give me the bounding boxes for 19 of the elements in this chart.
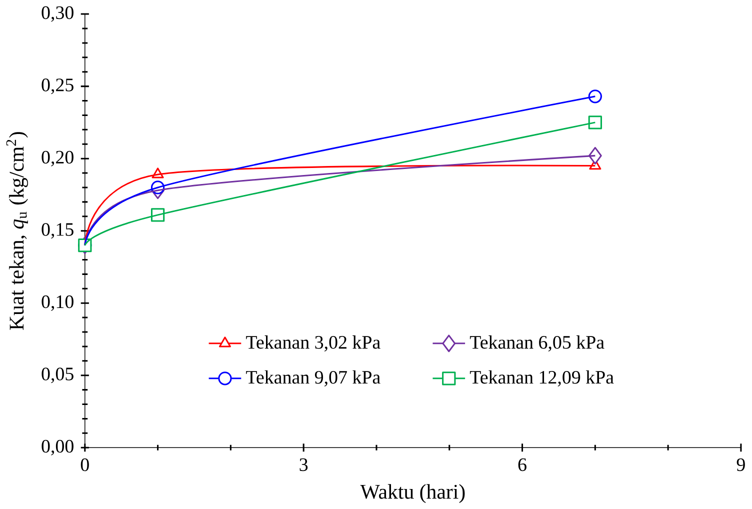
y-tick-label: 0,20 [42, 150, 74, 166]
y-axis-title: Kuat tekan, q$_{u}$ (kg/cm$^{2}$) [6, 132, 28, 330]
x-tick-label: 0 [80, 458, 89, 471]
y-tick-label: 0,30 [42, 6, 74, 22]
y-tick-label: 0,10 [42, 295, 74, 311]
x-axis-title: Waktu (hari) [360, 484, 465, 503]
y-tick-label: 0,00 [42, 440, 74, 456]
x-tick-label: 9 [736, 458, 745, 471]
legend-label: Tekanan 3,02 kPa [246, 335, 380, 352]
legend-label: Tekanan 6,05 kPa [470, 335, 604, 352]
x-tick-label: 3 [300, 458, 308, 471]
point [588, 89, 602, 104]
x-tick-label: 6 [518, 458, 526, 471]
y-tick-label: 0,05 [42, 367, 74, 383]
y-tick-label: 0,25 [42, 78, 74, 94]
legend-label: Tekanan 9,07 kPa [246, 370, 380, 386]
point [588, 115, 602, 130]
y-tick-label: 0,15 [42, 222, 74, 238]
legend-label: Tekanan 12,09 kPa [470, 370, 614, 386]
